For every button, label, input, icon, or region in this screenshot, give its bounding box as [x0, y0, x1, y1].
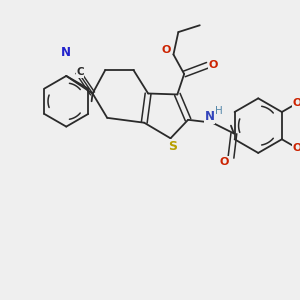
- Text: C: C: [76, 67, 84, 77]
- Text: H: H: [215, 106, 223, 116]
- Text: O: O: [292, 143, 300, 153]
- Text: O: O: [219, 157, 229, 167]
- Text: N: N: [205, 110, 214, 123]
- Text: O: O: [209, 60, 218, 70]
- Text: O: O: [162, 45, 171, 55]
- Text: O: O: [292, 98, 300, 108]
- Text: S: S: [168, 140, 177, 153]
- Text: N: N: [61, 46, 71, 59]
